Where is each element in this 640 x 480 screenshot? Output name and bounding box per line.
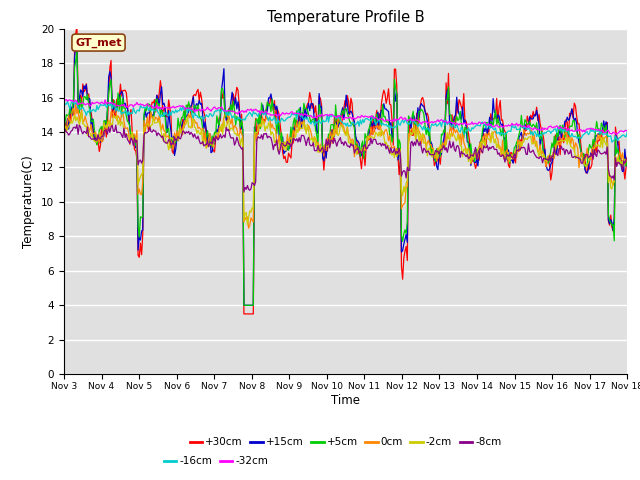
Y-axis label: Temperature(C): Temperature(C) <box>22 155 35 248</box>
+30cm <box>574 121 582 127</box>
-2cm <box>574 153 582 158</box>
0cm <box>476 140 484 145</box>
+5cm <box>73 48 81 54</box>
+5cm <box>378 123 385 129</box>
Line: +5cm: +5cm <box>64 51 627 305</box>
+30cm <box>300 114 308 120</box>
-32cm <box>299 113 307 119</box>
Line: -16cm: -16cm <box>64 101 627 142</box>
+30cm <box>378 101 385 107</box>
0cm <box>623 154 631 160</box>
0cm <box>404 131 412 137</box>
-2cm <box>78 109 86 115</box>
-16cm <box>573 135 580 141</box>
+15cm <box>237 118 244 123</box>
+15cm <box>240 302 248 308</box>
0cm <box>60 131 68 136</box>
0cm <box>574 146 582 152</box>
Line: -8cm: -8cm <box>64 124 627 192</box>
+5cm <box>404 113 412 119</box>
-32cm <box>403 118 411 124</box>
-32cm <box>60 97 68 103</box>
-16cm <box>623 129 631 135</box>
+30cm <box>237 130 244 135</box>
Legend: -16cm, -32cm: -16cm, -32cm <box>160 452 273 470</box>
-32cm <box>376 116 384 121</box>
+15cm <box>72 44 79 49</box>
-2cm <box>623 156 631 162</box>
-8cm <box>404 168 412 173</box>
0cm <box>72 100 79 106</box>
0cm <box>378 132 385 138</box>
+15cm <box>476 139 484 144</box>
-16cm <box>476 122 483 128</box>
-32cm <box>573 128 580 134</box>
+30cm <box>476 145 484 151</box>
-32cm <box>237 109 244 115</box>
Line: -2cm: -2cm <box>64 112 627 225</box>
Title: Temperature Profile B: Temperature Profile B <box>267 10 424 25</box>
-8cm <box>574 155 582 161</box>
+15cm <box>404 123 412 129</box>
Line: 0cm: 0cm <box>64 103 627 228</box>
Line: -32cm: -32cm <box>64 99 627 134</box>
+5cm <box>60 127 68 133</box>
-16cm <box>608 139 616 145</box>
-2cm <box>404 140 412 146</box>
-32cm <box>612 132 620 137</box>
+5cm <box>300 100 308 106</box>
-16cm <box>299 115 307 120</box>
-8cm <box>240 189 248 195</box>
-16cm <box>64 98 72 104</box>
-32cm <box>623 128 631 134</box>
0cm <box>300 117 308 123</box>
-32cm <box>476 119 483 125</box>
-16cm <box>237 116 244 122</box>
+5cm <box>574 134 582 140</box>
-8cm <box>476 145 484 151</box>
+15cm <box>300 122 308 128</box>
-2cm <box>237 143 244 149</box>
-2cm <box>244 222 252 228</box>
0cm <box>237 128 244 133</box>
+5cm <box>240 302 248 308</box>
+5cm <box>623 157 631 163</box>
-2cm <box>60 124 68 130</box>
+5cm <box>476 141 484 147</box>
Line: +15cm: +15cm <box>64 47 627 305</box>
+30cm <box>73 23 81 28</box>
+30cm <box>240 311 248 317</box>
-8cm <box>237 144 244 150</box>
Text: GT_met: GT_met <box>76 37 122 48</box>
+30cm <box>404 141 412 146</box>
Line: +30cm: +30cm <box>64 25 627 314</box>
-32cm <box>63 96 70 102</box>
-16cm <box>403 121 411 127</box>
-8cm <box>73 121 81 127</box>
+5cm <box>237 125 244 131</box>
-8cm <box>378 143 385 149</box>
+30cm <box>60 139 68 145</box>
-2cm <box>300 119 308 125</box>
+15cm <box>60 130 68 135</box>
-16cm <box>376 120 384 126</box>
X-axis label: Time: Time <box>331 394 360 407</box>
0cm <box>244 225 252 231</box>
-2cm <box>476 145 484 151</box>
+15cm <box>574 133 582 139</box>
-8cm <box>300 133 308 139</box>
+15cm <box>623 163 631 169</box>
+30cm <box>623 155 631 161</box>
-2cm <box>378 127 385 132</box>
+15cm <box>378 107 385 113</box>
-8cm <box>623 155 631 160</box>
-16cm <box>60 103 68 109</box>
-8cm <box>60 131 68 136</box>
